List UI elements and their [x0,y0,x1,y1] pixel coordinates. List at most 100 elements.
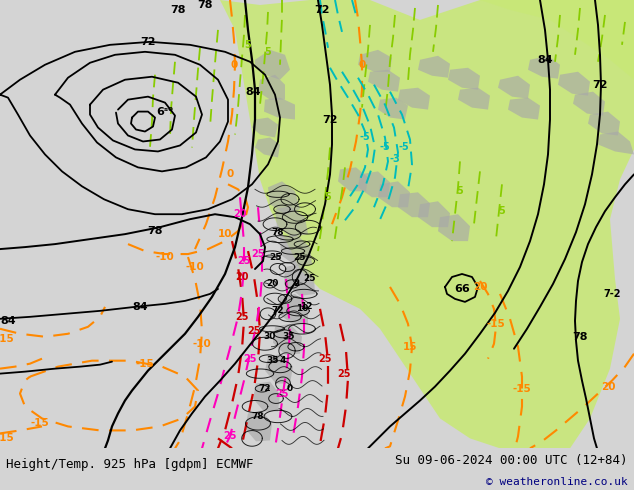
Text: Height/Temp. 925 hPa [gdpm] ECMWF: Height/Temp. 925 hPa [gdpm] ECMWF [6,458,254,471]
Polygon shape [264,98,295,120]
Text: 20: 20 [235,272,249,282]
Polygon shape [528,56,560,79]
Polygon shape [268,181,300,214]
Polygon shape [280,234,312,266]
Text: 12: 12 [300,302,313,311]
Polygon shape [358,50,392,72]
Polygon shape [558,72,590,96]
Polygon shape [398,88,430,110]
Text: 0: 0 [358,60,366,70]
Text: 72: 72 [322,115,338,124]
Text: 25: 25 [318,354,332,364]
Polygon shape [338,168,368,191]
Polygon shape [378,181,410,207]
Text: 2: 2 [293,279,299,289]
Text: -10: -10 [155,252,174,262]
Polygon shape [378,98,408,120]
Text: 6ˢ⁰: 6ˢ⁰ [157,107,174,117]
Text: © weatheronline.co.uk: © weatheronline.co.uk [486,477,628,487]
Text: 20: 20 [233,209,247,219]
Polygon shape [255,138,280,157]
Text: 20: 20 [601,382,615,392]
Polygon shape [588,112,620,136]
Text: 78: 78 [147,226,163,236]
Text: 78: 78 [171,5,186,15]
Text: -15: -15 [0,334,15,344]
Polygon shape [418,201,450,227]
Text: -5: -5 [359,132,370,143]
Text: -15: -15 [0,433,15,443]
Text: 25: 25 [294,252,306,262]
Text: -10: -10 [193,339,211,349]
Text: 25: 25 [235,312,249,322]
Text: 25: 25 [237,256,251,266]
Polygon shape [265,354,293,384]
Text: 5: 5 [498,206,505,216]
Polygon shape [258,75,285,99]
Text: 35: 35 [267,356,279,365]
Text: 10: 10 [296,304,308,314]
Text: Su 09-06-2024 00:00 UTC (12+84): Su 09-06-2024 00:00 UTC (12+84) [395,454,628,466]
Text: 78: 78 [272,228,284,237]
Polygon shape [368,70,400,92]
Text: 78: 78 [573,332,588,342]
Text: 30: 30 [264,332,276,341]
Text: 35: 35 [283,332,295,341]
Text: 5: 5 [456,186,463,196]
Polygon shape [598,131,634,154]
Text: 0: 0 [230,60,238,70]
Polygon shape [253,382,280,412]
Polygon shape [458,88,490,110]
Polygon shape [245,411,272,441]
Text: -5: -5 [380,143,391,152]
Text: 78: 78 [197,0,213,10]
Polygon shape [255,50,290,80]
Text: 7-2: 7-2 [603,289,621,299]
Text: 10: 10 [217,229,232,239]
Polygon shape [273,324,302,355]
Text: 25: 25 [251,249,265,259]
Polygon shape [284,264,315,296]
Text: 5: 5 [245,40,251,50]
Polygon shape [498,76,530,98]
Text: 84: 84 [0,316,16,326]
Text: -15: -15 [136,359,154,368]
Polygon shape [279,294,308,325]
Text: 5: 5 [264,47,271,57]
Text: 25: 25 [269,252,281,262]
Polygon shape [252,118,278,138]
Text: 72: 72 [140,37,156,47]
Polygon shape [508,98,540,120]
Text: 0: 0 [226,170,233,179]
Polygon shape [448,68,480,90]
Polygon shape [398,192,430,217]
Text: 20: 20 [266,279,278,289]
Text: -5: -5 [399,143,410,152]
Text: -3: -3 [390,154,401,165]
Text: 84: 84 [245,87,261,97]
Text: 84: 84 [537,55,553,65]
Text: -15: -15 [487,319,505,329]
Text: -10: -10 [186,262,204,272]
Text: 25: 25 [275,389,288,398]
Text: 25: 25 [223,431,236,441]
Polygon shape [418,56,450,78]
Text: 72: 72 [592,80,608,90]
Polygon shape [358,172,390,197]
Text: 15: 15 [403,342,417,352]
Text: 4: 4 [280,356,286,365]
Text: -15: -15 [30,418,49,428]
Text: 25: 25 [243,354,257,364]
Text: 72: 72 [314,5,330,15]
Text: 25: 25 [337,368,351,379]
Text: 78: 78 [252,412,264,421]
Text: 25: 25 [304,274,316,284]
Text: 5: 5 [325,192,332,202]
Polygon shape [275,206,308,237]
Text: 0: 0 [287,384,293,393]
Polygon shape [220,0,634,448]
Polygon shape [573,92,605,116]
Text: 72: 72 [272,306,284,316]
Text: 20: 20 [473,282,488,292]
Text: 25: 25 [247,326,261,336]
